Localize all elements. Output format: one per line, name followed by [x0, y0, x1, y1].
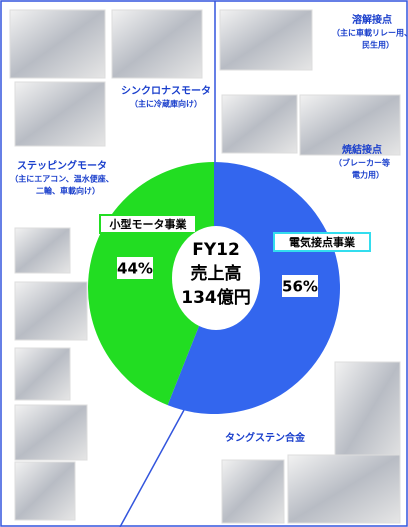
category-label: 電気接点事業 [289, 235, 356, 249]
product-name: 溶解接点 [352, 13, 392, 26]
photo [14, 281, 88, 341]
product-name: ステッピングモータ [17, 159, 107, 172]
photos [9, 9, 401, 524]
category-box [99, 214, 197, 234]
product-name: 焼結接点 [342, 143, 382, 156]
product-note: 民生用） [362, 40, 394, 50]
product-note: （主に冷蔵庫向け） [130, 99, 202, 109]
value-label-bg [282, 275, 318, 297]
photo [334, 361, 401, 471]
category-box [273, 232, 371, 252]
product-note: （主に車載リレー用、 [332, 28, 408, 38]
photo [14, 461, 76, 521]
center-label: 134億円 [181, 287, 251, 308]
product-note: 二輪、車載向け） [36, 186, 100, 196]
photo [14, 81, 106, 147]
photo [14, 404, 88, 461]
photo [111, 9, 203, 79]
photo [14, 227, 71, 274]
photo [9, 9, 106, 79]
product-note: （主にエアコン、温水便座、 [10, 174, 114, 184]
product-note: 電力用） [352, 170, 384, 180]
category-label: 小型モータ事業 [109, 217, 188, 231]
value-label: 56% [282, 278, 318, 296]
product-name: シンクロナスモータ [121, 85, 211, 97]
value-label: 44% [117, 260, 153, 278]
product-note: （ブレーカー等 [334, 158, 390, 168]
value-label-bg [117, 257, 153, 279]
photo [14, 347, 71, 401]
product-name: タングステン合金 [225, 431, 306, 444]
photo [299, 94, 401, 156]
photo [287, 454, 401, 524]
center-label: 売上高 [191, 263, 242, 284]
divider [119, 409, 185, 527]
photo [221, 94, 298, 154]
center-label: FY12 [192, 240, 240, 260]
photo [219, 9, 313, 71]
photo [221, 459, 285, 524]
center-disc [172, 226, 260, 330]
